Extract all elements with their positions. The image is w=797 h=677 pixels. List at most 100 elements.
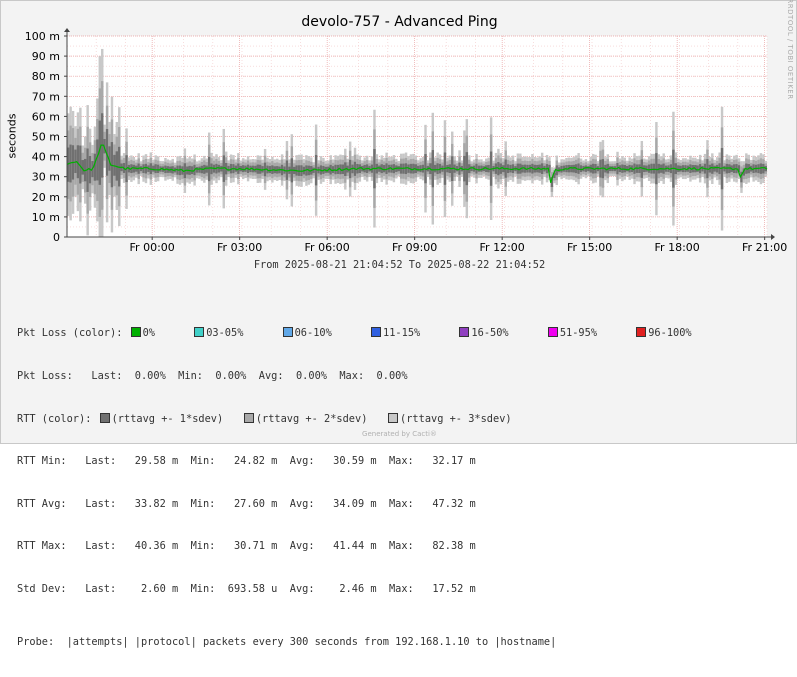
sdev-band-stripe [156,164,160,173]
sdev-band-stripe [723,165,726,172]
legend-swatch [130,327,141,338]
sdev-band-stripe [645,165,648,172]
sdev-band-stripe [742,168,746,176]
sdev-band-stripe [728,164,731,174]
pkt-loss-color-legend: Pkt Loss (color): 0% 03-05% 06-10% 11-15… [17,326,723,340]
sdev-band-stripe [655,153,658,185]
y-tick-label: 0 [53,231,60,244]
y-tick-label: 20 m [32,191,60,204]
sdev-band-stripe [711,163,714,174]
x-tick-label: Fr 06:00 [305,241,350,254]
sdev-band-stripe [434,164,437,173]
std-dev-stats: Std Dev: Last: 2.60 m Min: 693.58 u Avg:… [17,582,476,595]
sdev-band-stripe [465,152,469,186]
legend-label: 11-15% [383,327,421,340]
sdev-band-stripe [677,165,680,172]
sdev-band-stripe [572,164,575,173]
legend-entry: 06-10% [274,327,362,339]
legend-label: (rttavg +- 3*sdev) [400,412,512,425]
sdev-band-stripe [222,155,225,182]
rrd-graph: devolo-757 - Advanced Ping seconds RRDTO… [0,0,797,648]
sdev-band-stripe [81,160,85,175]
cacti-footer: Generated by Cacti® [362,430,437,438]
sdev-band-stripe [740,171,743,183]
legend-swatch [636,327,647,338]
sdev-band-stripe [587,166,590,172]
sdev-band-stripe [417,165,420,172]
sdev-band-stripe [285,160,289,180]
sdev-band-stripe [67,147,70,182]
probe-info: Probe: |attempts| |protocol| packets eve… [17,635,557,648]
y-tick-label: 80 m [32,70,60,83]
sdev-band-stripe [341,164,345,174]
sdev-band-stripe [227,165,230,172]
x-tick-label: Fr 21:00 [742,241,787,254]
sdev-band-stripe [470,166,473,172]
sdev-band-stripe [638,164,641,173]
legend-entry: 03-05% [186,327,274,339]
sdev-band-stripe [431,150,435,188]
legend-swatch [282,327,293,338]
rtt-avg-line [66,144,768,183]
sdev-band-stripe [652,163,656,174]
legend-swatch [388,412,399,423]
sdev-band-stripe [701,165,704,172]
sdev-band-stripe [217,164,221,173]
sdev-band-stripe [154,164,157,174]
sdev-band-stripe [96,139,99,181]
legend-label: 0% [142,327,155,340]
sdev-band-stripe [198,166,201,173]
sdev-band-stripe [715,164,719,173]
sdev-band-stripe [623,164,627,173]
legend-swatch [547,327,558,338]
sdev-band-stripe [759,163,763,174]
sdev-band-stripe [76,145,80,179]
legend-entry: 0% [122,327,186,339]
sdev-band-stripe [521,164,524,173]
sdev-band-stripe [103,139,106,154]
sdev-band-stripe [570,165,573,173]
legend-swatch [194,327,205,338]
sdev-band-stripe [93,153,97,181]
sdev-band-stripe [463,155,466,182]
x-tick-label: Fr 12:00 [480,241,525,254]
rtt-avg-stats: RTT Avg: Last: 33.82 m Min: 27.60 m Avg:… [17,497,476,510]
sdev-band-stripe [268,166,272,174]
sdev-band-stripe [105,129,109,176]
sdev-band-stripe [737,165,741,173]
sdev-band-stripe [132,164,136,173]
sdev-band-stripe [207,156,211,182]
sdev-band-stripe [331,166,335,173]
legend: Pkt Loss (color): 0% 03-05% 06-10% 11-15… [17,298,723,677]
y-tick-label: 40 m [32,151,60,164]
legend-swatch [371,327,382,338]
y-tick-label: 70 m [32,90,60,103]
y-tick-label: 10 m [32,211,60,224]
sdev-band-stripe [113,154,116,176]
sdev-band-stripe [626,166,629,172]
legend-entry: (rttavg +- 1*sdev) [91,412,235,425]
sdev-band-stripe [110,142,114,188]
sdev-band-stripe [98,120,102,185]
chart-title: devolo-757 - Advanced Ping [301,14,498,30]
legend-label: 96-100% [648,327,692,340]
sdev-band-stripe [679,165,682,172]
rtt-color-legend: RTT (color): (rttavg +- 1*sdev) (rttavg … [17,412,723,426]
sdev-band-stripe [475,163,478,174]
chart-canvas: 0 10 m 20 m 30 m 40 m 50 m 60 m 70 m 80 m 90 m 100… [25,28,787,254]
sdev-band-stripe [548,164,551,173]
legend-label: 06-10% [294,327,332,340]
sdev-band-stripe [79,145,82,184]
sdev-band-stripe [436,163,439,175]
sdev-band-stripe [419,165,422,173]
sdev-band-stripe [640,159,644,178]
x-tick-label: Fr 15:00 [567,241,612,254]
sdev-band-stripe [647,164,651,173]
y-tick-label: 100 m [25,30,60,43]
sdev-band-stripe [589,164,592,173]
sdev-band-stripe [579,165,583,173]
time-range-text: From 2025-08-21 21:04:52 To 2025-08-22 2… [253,259,546,271]
sdev-band-stripe [74,149,77,173]
y-tick-label: 60 m [32,110,60,123]
sdev-band-stripe [210,163,213,175]
